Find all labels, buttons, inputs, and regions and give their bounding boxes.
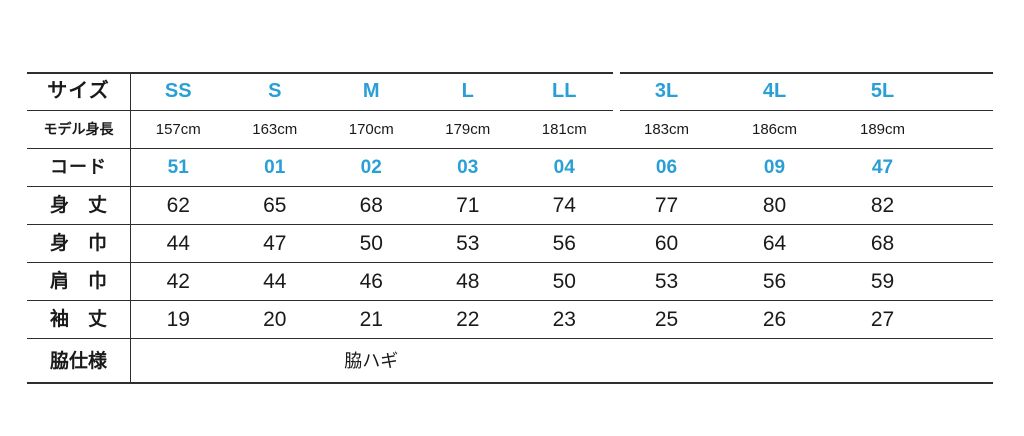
header-divider-right-segment: [620, 110, 993, 111]
code-value: 03: [457, 156, 479, 178]
size-header-row: サイズ SS S M L LL 3L 4L 5L: [27, 72, 993, 110]
body-length-value: 71: [456, 193, 480, 217]
model-height-row: モデル身長 157cm 163cm 170cm 179cm 181cm 183c…: [27, 110, 993, 148]
body-width-value: 60: [654, 231, 679, 255]
body-length-row-label: 身 丈: [49, 194, 107, 216]
row-divider: [27, 186, 993, 187]
sleeve-length-value: 23: [552, 307, 576, 331]
sleeve-length-value: 20: [263, 307, 287, 331]
shoulder-width-value: 42: [166, 269, 190, 293]
shoulder-width-value: 48: [456, 269, 480, 293]
body-length-value: 62: [166, 193, 190, 217]
body-width-row: 身 巾 44 47 50 53 56 60 64 68: [27, 224, 993, 262]
model-height-value: 181cm: [541, 120, 587, 138]
size-header-3l: 3L: [654, 80, 679, 102]
shoulder-width-value: 50: [552, 269, 576, 293]
side-spec-value: 脇ハギ: [344, 351, 399, 371]
code-value: 06: [655, 156, 678, 178]
row-divider: [27, 148, 993, 149]
model-height-row-label: モデル身長: [43, 121, 114, 137]
model-height-value: 170cm: [348, 120, 394, 138]
table-bottom-border: [27, 382, 993, 384]
sleeve-length-row: 袖 丈 19 20 21 22 23 25 26 27: [27, 300, 993, 338]
sleeve-length-value: 22: [456, 307, 480, 331]
sleeve-length-value: 27: [870, 307, 895, 331]
body-width-value: 53: [456, 231, 480, 255]
body-length-value: 68: [359, 193, 383, 217]
row-divider: [27, 224, 993, 225]
body-length-value: 77: [654, 193, 679, 217]
code-value: 04: [553, 156, 575, 178]
side-spec-row: 脇仕様 脇ハギ: [27, 338, 993, 384]
model-height-value: 189cm: [859, 120, 906, 138]
model-height-value: 163cm: [252, 120, 298, 138]
row-divider: [27, 338, 993, 339]
size-header-l: L: [461, 80, 474, 102]
code-value: 02: [360, 156, 382, 178]
table-top-border-left-segment: [27, 72, 613, 74]
size-header-ll: LL: [552, 80, 577, 102]
body-length-value: 80: [762, 193, 787, 217]
body-width-value: 50: [359, 231, 383, 255]
model-height-value: 179cm: [445, 120, 491, 138]
shoulder-width-value: 46: [359, 269, 383, 293]
size-header-m: M: [362, 80, 380, 102]
size-row-label: サイズ: [47, 80, 110, 102]
sleeve-length-row-label: 袖 丈: [49, 308, 107, 330]
sleeve-length-value: 21: [359, 307, 383, 331]
shoulder-width-value: 44: [263, 269, 287, 293]
body-width-value: 56: [552, 231, 576, 255]
size-header-ss: SS: [164, 80, 192, 102]
body-width-value: 44: [166, 231, 190, 255]
body-width-value: 64: [762, 231, 787, 255]
model-height-value: 183cm: [643, 120, 690, 138]
sleeve-length-value: 26: [762, 307, 787, 331]
row-divider: [27, 300, 993, 301]
body-length-value: 74: [552, 193, 576, 217]
shoulder-width-row-label: 肩 巾: [49, 270, 107, 292]
shoulder-width-value: 59: [870, 269, 895, 293]
body-length-value: 65: [263, 193, 287, 217]
shoulder-width-value: 56: [762, 269, 787, 293]
size-header-5l: 5L: [870, 80, 895, 102]
model-height-value: 157cm: [155, 120, 201, 138]
label-column-divider: [130, 72, 131, 384]
body-width-value: 68: [870, 231, 895, 255]
code-value: 01: [264, 156, 286, 178]
shoulder-width-value: 53: [654, 269, 679, 293]
shoulder-width-row: 肩 巾 42 44 46 48 50 53 56 59: [27, 262, 993, 300]
code-value: 09: [763, 156, 786, 178]
code-row: コード 51 01 02 03 04 06 09 47: [27, 148, 993, 186]
code-value: 47: [871, 156, 894, 178]
model-height-value: 186cm: [751, 120, 798, 138]
code-row-label: コード: [50, 157, 107, 177]
size-header-s: S: [268, 80, 282, 102]
side-spec-row-label: 脇仕様: [49, 350, 107, 372]
body-length-value: 82: [870, 193, 895, 217]
row-divider: [27, 262, 993, 263]
body-width-row-label: 身 巾: [49, 232, 107, 254]
code-value: 51: [167, 156, 189, 178]
sleeve-length-value: 19: [166, 307, 190, 331]
size-header-4l: 4L: [762, 80, 787, 102]
header-divider-left-segment: [27, 110, 613, 111]
size-chart-table: サイズ SS S M L LL 3L 4L 5L モデル身長 157cm 163…: [27, 72, 993, 384]
body-width-value: 47: [263, 231, 287, 255]
table-top-border-right-segment: [620, 72, 993, 74]
body-length-row: 身 丈 62 65 68 71 74 77 80 82: [27, 186, 993, 224]
sleeve-length-value: 25: [654, 307, 679, 331]
